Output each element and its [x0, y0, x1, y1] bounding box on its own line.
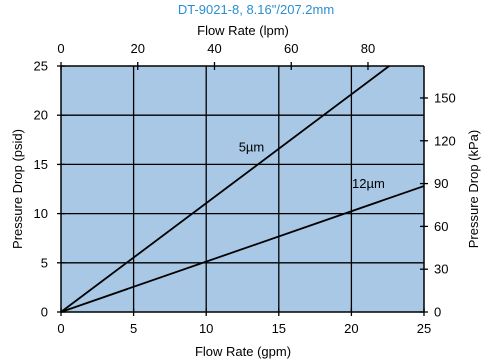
y-axis-label: Pressure Drop (psid) — [10, 129, 25, 249]
series-label: 12µm — [352, 176, 385, 191]
plot-background — [61, 66, 424, 312]
right-y-tick-label: 0 — [434, 305, 441, 320]
y-tick-label: 15 — [34, 157, 48, 172]
right-y-tick-label: 150 — [434, 90, 456, 105]
series-line — [60, 65, 390, 313]
y-tick-label: 10 — [34, 206, 48, 221]
x-tick-label: 15 — [272, 321, 286, 336]
y-tick-label: 20 — [34, 108, 48, 123]
top-x-tick-label: 60 — [284, 41, 298, 56]
right-y-axis-label: Pressure Drop (kPa) — [466, 130, 481, 248]
y-tick-label: 25 — [34, 59, 48, 74]
chart-title: DT-9021-8, 8.16"/207.2mm — [178, 2, 334, 17]
x-axis-label: Flow Rate (gpm) — [195, 344, 291, 359]
x-tick-label: 5 — [130, 321, 137, 336]
top-x-tick-label: 20 — [131, 41, 145, 56]
right-y-tick-label: 120 — [434, 133, 456, 148]
top-x-tick-label: 80 — [361, 41, 375, 56]
right-y-tick-label: 60 — [434, 219, 448, 234]
series-line — [60, 185, 425, 313]
x-tick-label: 20 — [344, 321, 358, 336]
y-tick-label: 5 — [41, 255, 48, 270]
right-y-tick-label: 90 — [434, 176, 448, 191]
x-tick-label: 25 — [417, 321, 431, 336]
x-tick-label: 0 — [57, 321, 64, 336]
right-y-tick-label: 30 — [434, 262, 448, 277]
top-x-tick-label: 40 — [207, 41, 221, 56]
x-tick-label: 10 — [199, 321, 213, 336]
y-tick-label: 0 — [41, 305, 48, 320]
top-x-axis-label: Flow Rate (lpm) — [197, 23, 289, 38]
top-x-tick-label: 0 — [57, 41, 64, 56]
series-label: 5µm — [239, 140, 265, 155]
